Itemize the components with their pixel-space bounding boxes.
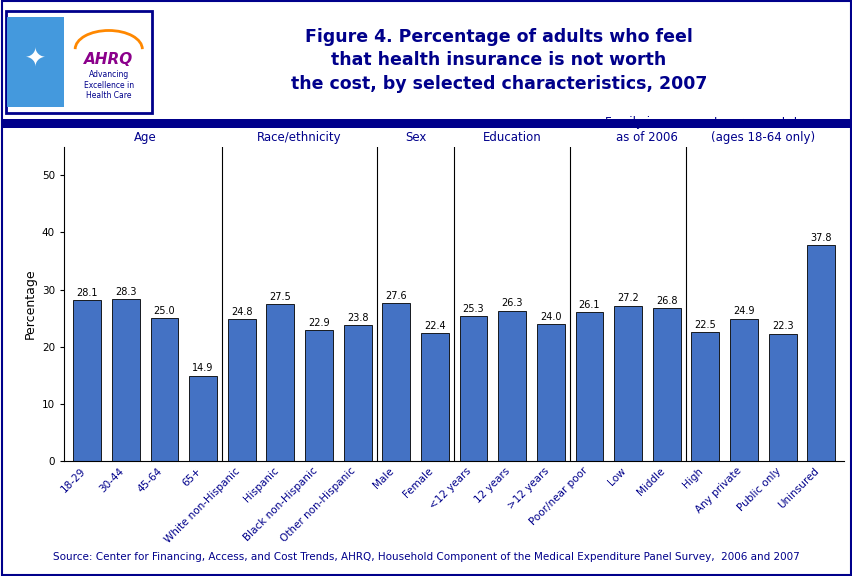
Text: Race/ethnicity: Race/ethnicity [257, 131, 342, 144]
Text: 24.9: 24.9 [733, 306, 754, 316]
Text: 27.6: 27.6 [385, 291, 406, 301]
Text: 26.1: 26.1 [578, 300, 600, 309]
Text: 23.8: 23.8 [347, 313, 368, 323]
Bar [305, 330, 332, 461]
Text: AHRQ: AHRQ [84, 52, 133, 67]
Bar [189, 376, 216, 461]
Bar [459, 316, 486, 461]
Text: 22.4: 22.4 [423, 321, 446, 331]
Y-axis label: Percentage: Percentage [23, 268, 37, 339]
Text: 37.8: 37.8 [809, 233, 831, 242]
Bar [112, 300, 140, 461]
Bar [73, 301, 101, 461]
Bar [343, 325, 371, 461]
Text: Advancing
Excellence in
Health Care: Advancing Excellence in Health Care [83, 70, 134, 100]
Text: 28.1: 28.1 [77, 288, 98, 298]
Bar [266, 304, 294, 461]
Bar [807, 245, 834, 461]
FancyBboxPatch shape [6, 11, 152, 113]
Bar [613, 305, 642, 461]
Bar [691, 332, 718, 461]
Text: Education: Education [482, 131, 541, 144]
Text: ✦: ✦ [25, 48, 46, 72]
Text: 27.5: 27.5 [269, 291, 291, 302]
FancyBboxPatch shape [2, 119, 849, 128]
Bar [652, 308, 680, 461]
Bar [729, 319, 757, 461]
FancyBboxPatch shape [7, 17, 64, 107]
Text: 14.9: 14.9 [193, 363, 214, 373]
Text: Source: Center for Financing, Access, and Cost Trends, AHRQ, Household Component: Source: Center for Financing, Access, an… [53, 552, 799, 562]
Text: Insurance status
(ages 18-64 only): Insurance status (ages 18-64 only) [711, 116, 815, 144]
Text: 26.3: 26.3 [501, 298, 522, 308]
Text: 25.0: 25.0 [153, 306, 175, 316]
Text: Sex: Sex [405, 131, 426, 144]
Bar [575, 312, 602, 461]
Text: 27.2: 27.2 [617, 293, 638, 304]
Text: 28.3: 28.3 [115, 287, 136, 297]
Text: Age: Age [134, 131, 156, 144]
Text: 24.8: 24.8 [231, 307, 252, 317]
Text: 26.8: 26.8 [655, 295, 676, 305]
Bar [382, 304, 410, 461]
Text: 22.5: 22.5 [694, 320, 716, 330]
Bar [150, 318, 178, 461]
Bar [421, 333, 448, 461]
Text: 24.0: 24.0 [539, 312, 561, 321]
Text: Family income
as of 2006: Family income as of 2006 [604, 116, 689, 144]
Text: Figure 4. Percentage of adults who feel
that health insurance is not worth
the c: Figure 4. Percentage of adults who feel … [291, 28, 706, 93]
Text: 25.3: 25.3 [462, 304, 484, 314]
Bar [227, 319, 256, 461]
Text: 22.9: 22.9 [308, 318, 330, 328]
Bar [768, 334, 796, 461]
Bar [498, 310, 526, 461]
Text: 22.3: 22.3 [771, 321, 792, 331]
Bar [536, 324, 564, 461]
